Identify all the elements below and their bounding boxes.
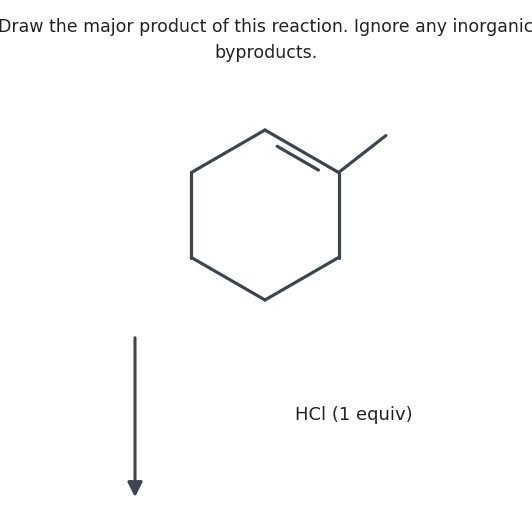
Text: Draw the major product of this reaction. Ignore any inorganic: Draw the major product of this reaction.…	[0, 18, 532, 36]
Text: HCl (1 equiv): HCl (1 equiv)	[295, 406, 413, 424]
Text: byproducts.: byproducts.	[214, 44, 318, 62]
